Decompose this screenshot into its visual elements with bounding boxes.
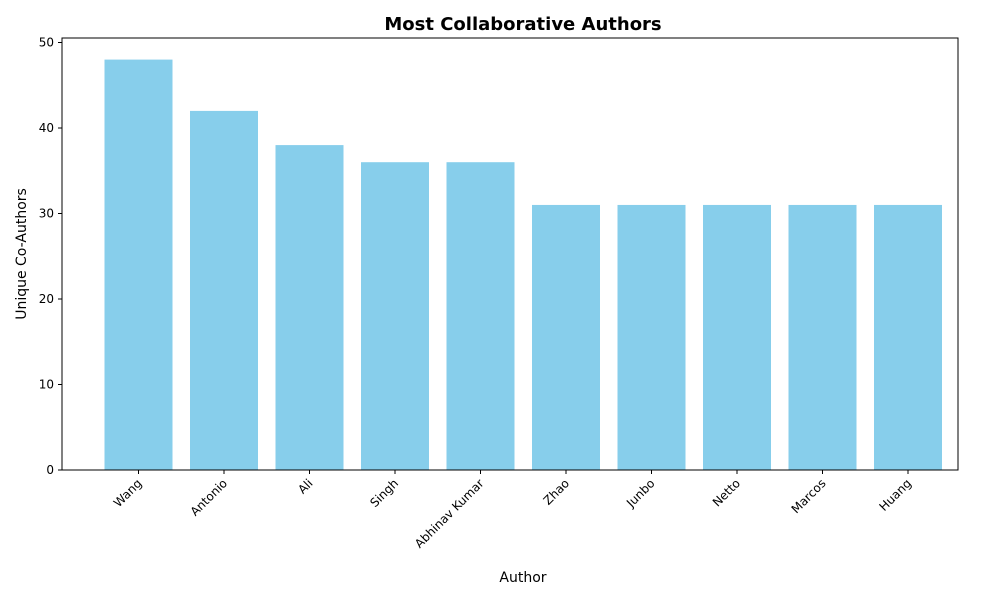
y-tick-label: 50: [39, 36, 54, 50]
y-tick-label: 0: [46, 463, 54, 477]
x-tick-label: Ali: [295, 476, 315, 496]
x-tick-label: Antonio: [188, 476, 231, 519]
y-tick-label: 10: [39, 378, 54, 392]
bar-ali: [275, 145, 344, 470]
y-axis: 0 10 20 30 40 50: [39, 36, 62, 477]
y-tick-label: 20: [39, 292, 54, 306]
bars-group: [104, 59, 942, 471]
x-tick-label: Wang: [111, 476, 145, 510]
bar-marcos: [788, 204, 857, 470]
x-tick-label: Netto: [710, 476, 743, 509]
bar-abhinav-kumar: [446, 162, 515, 470]
bar-netto: [703, 204, 771, 470]
plot-frame: [61, 37, 959, 471]
y-tick-label: 40: [39, 121, 54, 135]
bar-antonio: [190, 110, 258, 471]
x-tick-label: Singh: [367, 476, 401, 510]
y-axis-title: Unique Co-Authors: [14, 188, 30, 320]
x-tick-label: Junbo: [623, 476, 657, 510]
x-tick-label: Marcos: [789, 476, 829, 516]
x-axis: Wang Antonio Ali Singh Abhinav Kumar Zhao Junb…: [111, 470, 914, 551]
bar-zhao: [532, 204, 600, 470]
bar-huang: [874, 204, 942, 470]
bar-junbo: [617, 204, 686, 470]
x-tick-label: Huang: [876, 476, 914, 514]
x-tick-label: Abhinav Kumar: [412, 476, 487, 551]
x-tick-label: Zhao: [541, 476, 572, 507]
chart-title: Most Collaborative Authors: [384, 14, 661, 35]
y-tick-label: 30: [39, 207, 54, 221]
bar-wang: [104, 59, 173, 470]
bar-singh: [361, 162, 429, 470]
x-axis-title: Author: [499, 570, 546, 586]
